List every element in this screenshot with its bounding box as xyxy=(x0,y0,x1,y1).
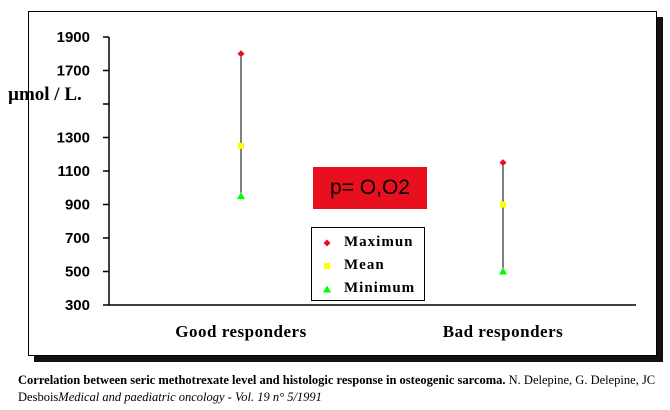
data-marks xyxy=(237,50,507,275)
y-tick-label: 700 xyxy=(65,230,90,247)
y-tick-label: 1900 xyxy=(57,29,90,46)
y-tick-label: 1300 xyxy=(57,130,90,147)
caption-title: Correlation between seric methotrexate l… xyxy=(18,373,506,387)
legend-item-maximum: Maximun xyxy=(320,231,424,254)
data-point-maximun xyxy=(499,159,507,167)
y-tick-label: 500 xyxy=(65,264,90,281)
y-tick-label: 1700 xyxy=(57,63,90,80)
caption-source: Medical and paediatric oncology - Vol. 1… xyxy=(58,390,322,404)
data-point-minimum xyxy=(499,267,507,275)
p-value-annotation: p= O,O2 xyxy=(313,167,427,209)
data-point-minimum xyxy=(237,192,245,200)
y-tick-label: 300 xyxy=(65,297,90,314)
data-point-mean xyxy=(238,142,244,149)
y-axis-label: µmol / L. xyxy=(8,84,82,105)
legend-label-maximum: Maximun xyxy=(344,234,414,250)
data-point-mean xyxy=(500,201,506,208)
data-point-maximun xyxy=(237,50,245,58)
x-category-label: Bad responders xyxy=(443,322,564,341)
x-category-label: Good responders xyxy=(175,322,306,341)
legend-item-minimum: Minimum xyxy=(320,277,424,300)
chart-legend: Maximun Mean Minimum xyxy=(311,227,425,301)
legend-label-mean: Mean xyxy=(344,257,385,273)
y-ticks: 300 500 700 900 1100 1300 1700 1900 xyxy=(57,29,109,314)
y-tick-label: 900 xyxy=(65,197,90,214)
p-value-text: p= O,O2 xyxy=(330,176,410,199)
y-tick-label: 1100 xyxy=(57,163,90,180)
legend-label-minimum: Minimum xyxy=(344,280,416,296)
legend-marker-mean xyxy=(320,259,334,273)
legend-marker-maximum xyxy=(320,236,334,250)
figure-caption: Correlation between seric methotrexate l… xyxy=(18,372,666,406)
caption-authors: N. Delepine, G. Delepine, JC Desbois xyxy=(18,373,656,404)
legend-marker-minimum xyxy=(320,282,334,296)
x-categories: Good responders Bad responders xyxy=(175,322,564,341)
legend-item-mean: Mean xyxy=(320,254,424,277)
